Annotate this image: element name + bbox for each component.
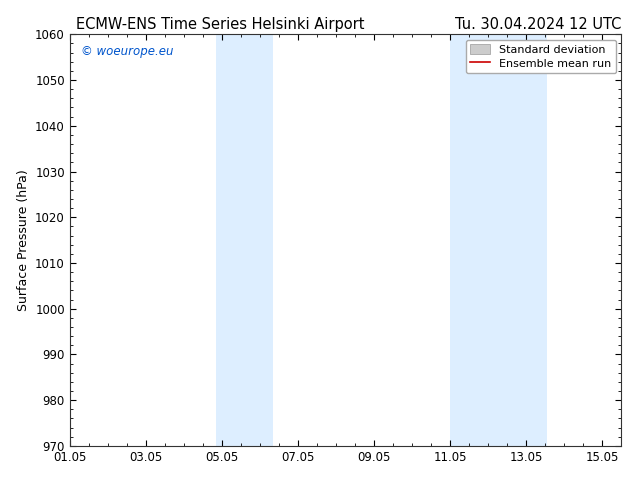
Bar bbox=[488, 34, 547, 446]
Text: ECMW-ENS Time Series Helsinki Airport: ECMW-ENS Time Series Helsinki Airport bbox=[76, 17, 365, 32]
Bar bbox=[216, 34, 241, 446]
Legend: Standard deviation, Ensemble mean run: Standard deviation, Ensemble mean run bbox=[466, 40, 616, 73]
Bar bbox=[450, 34, 488, 446]
Y-axis label: Surface Pressure (hPa): Surface Pressure (hPa) bbox=[16, 169, 30, 311]
Bar bbox=[241, 34, 273, 446]
Text: Tu. 30.04.2024 12 UTC: Tu. 30.04.2024 12 UTC bbox=[455, 17, 621, 32]
Text: © woeurope.eu: © woeurope.eu bbox=[81, 45, 173, 58]
